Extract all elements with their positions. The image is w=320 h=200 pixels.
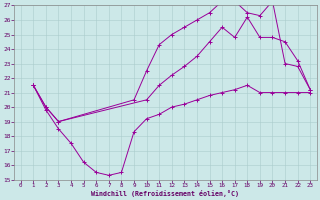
X-axis label: Windchill (Refroidissement éolien,°C): Windchill (Refroidissement éolien,°C) (92, 190, 239, 197)
